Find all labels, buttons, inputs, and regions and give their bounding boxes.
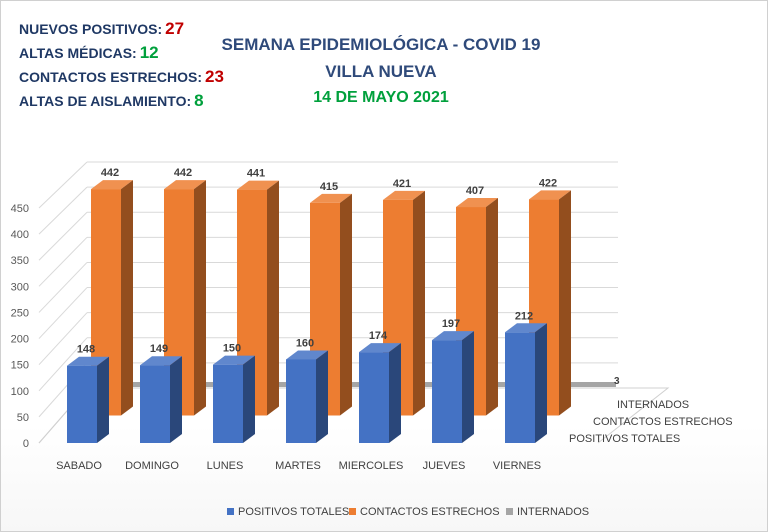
- data-label: 197: [442, 318, 460, 330]
- positivos-bar-top: [505, 323, 547, 333]
- contactos-bar-side: [486, 198, 498, 416]
- positivos-bar-top: [213, 355, 255, 365]
- stat-altas-aislamiento: ALTAS DE AISLAMIENTO: 8: [19, 91, 204, 110]
- positivos-bar: [213, 364, 243, 443]
- data-label: 407: [466, 185, 484, 197]
- positivos-bar-side: [316, 350, 328, 443]
- depth-axis-label: POSITIVOS TOTALES: [569, 433, 680, 445]
- data-label: 422: [539, 177, 557, 189]
- legend-swatch: [227, 508, 234, 515]
- depth-axis-label: INTERNADOS: [617, 399, 689, 411]
- positivos-bar: [140, 365, 170, 443]
- data-label: 421: [393, 178, 411, 190]
- contactos-bar-top: [529, 190, 571, 200]
- x-tick-label: VIERNES: [493, 460, 541, 472]
- grid-side-line: [38, 262, 88, 313]
- y-tick-label: 0: [23, 438, 29, 450]
- y-tick-label: 350: [11, 255, 29, 267]
- positivos-bar-side: [389, 343, 401, 443]
- contactos-bar-side: [267, 180, 279, 416]
- x-tick-label: SABADO: [56, 460, 102, 472]
- positivos-bar-top: [359, 343, 401, 353]
- stat-altas-medicas: ALTAS MÉDICAS: 12: [19, 43, 159, 62]
- chart-title: SEMANA EPIDEMIOLÓGICA - COVID 19: [221, 35, 541, 54]
- y-tick-label: 200: [11, 334, 29, 346]
- positivos-bar: [359, 352, 389, 443]
- contactos-bar-side: [413, 190, 425, 416]
- legend-label: POSITIVOS TOTALES: [238, 506, 349, 518]
- data-label: 148: [77, 344, 95, 356]
- contactos-bar-top: [383, 190, 425, 200]
- chart-subtitle: VILLA NUEVA: [325, 62, 437, 81]
- positivos-bar-top: [140, 356, 182, 366]
- grid-side-line: [38, 312, 88, 366]
- contactos-bar-top: [91, 180, 133, 190]
- stat-nuevos-positivos: NUEVOS POSITIVOS: 27: [19, 19, 185, 38]
- positivos-bar-top: [286, 350, 328, 360]
- positivos-bar-top: [432, 331, 474, 341]
- positivos-bar-side: [97, 356, 109, 443]
- contactos-bar-top: [456, 198, 498, 208]
- x-tick-label: MIERCOLES: [339, 460, 404, 472]
- grid-side-line: [38, 186, 88, 235]
- x-tick-label: LUNES: [207, 460, 244, 472]
- grid-side-line: [38, 161, 88, 209]
- y-tick-label: 250: [11, 307, 29, 319]
- positivos-bar-side: [462, 331, 474, 443]
- data-label: 150: [223, 343, 241, 355]
- contactos-bar-side: [194, 180, 206, 416]
- internados-bar: [543, 382, 616, 387]
- positivos-bar-side: [535, 323, 547, 443]
- y-tick-label: 300: [11, 281, 29, 293]
- data-label: 149: [150, 343, 168, 355]
- depth-axis-label: CONTACTOS ESTRECHOS: [593, 416, 733, 428]
- legend-label: INTERNADOS: [517, 506, 589, 518]
- legend-swatch: [506, 508, 513, 515]
- stat-contactos-estrechos: CONTACTOS ESTRECHOS: 23: [19, 67, 224, 86]
- positivos-bar: [67, 365, 97, 443]
- data-label: 174: [369, 330, 388, 342]
- positivos-bar: [505, 332, 535, 443]
- positivos-bar: [432, 340, 462, 443]
- contactos-bar-side: [121, 180, 133, 416]
- x-tick-label: JUEVES: [423, 460, 466, 472]
- data-label: 212: [515, 310, 533, 322]
- positivos-bar: [286, 359, 316, 443]
- contactos-bar-side: [559, 190, 571, 416]
- chart-date: 14 DE MAYO 2021: [313, 89, 449, 106]
- positivos-bar-top: [67, 356, 109, 366]
- contactos-bar-top: [164, 180, 206, 190]
- data-label: 3: [614, 376, 620, 387]
- contactos-bar-side: [340, 193, 352, 416]
- y-tick-label: 100: [11, 386, 29, 398]
- y-tick-label: 50: [17, 412, 29, 424]
- data-label: 441: [247, 168, 265, 180]
- x-tick-label: MARTES: [275, 460, 321, 472]
- positivos-bar-side: [243, 355, 255, 443]
- legend-swatch: [349, 508, 356, 515]
- y-tick-label: 150: [11, 360, 29, 372]
- data-label: 415: [320, 181, 338, 193]
- grid-side-line: [38, 337, 88, 392]
- contactos-bar-top: [237, 180, 279, 190]
- y-tick-label: 400: [11, 229, 29, 241]
- data-label: 442: [174, 167, 192, 179]
- data-label: 160: [296, 337, 314, 349]
- y-tick-label: 450: [11, 203, 29, 215]
- grid-side-line: [38, 287, 88, 339]
- grid-side-line: [38, 211, 88, 261]
- x-tick-label: DOMINGO: [125, 460, 179, 472]
- legend-label: CONTACTOS ESTRECHOS: [360, 506, 500, 518]
- contactos-bar-top: [310, 193, 352, 203]
- data-label: 442: [101, 167, 119, 179]
- grid-side-line: [38, 236, 88, 287]
- positivos-bar-side: [170, 356, 182, 443]
